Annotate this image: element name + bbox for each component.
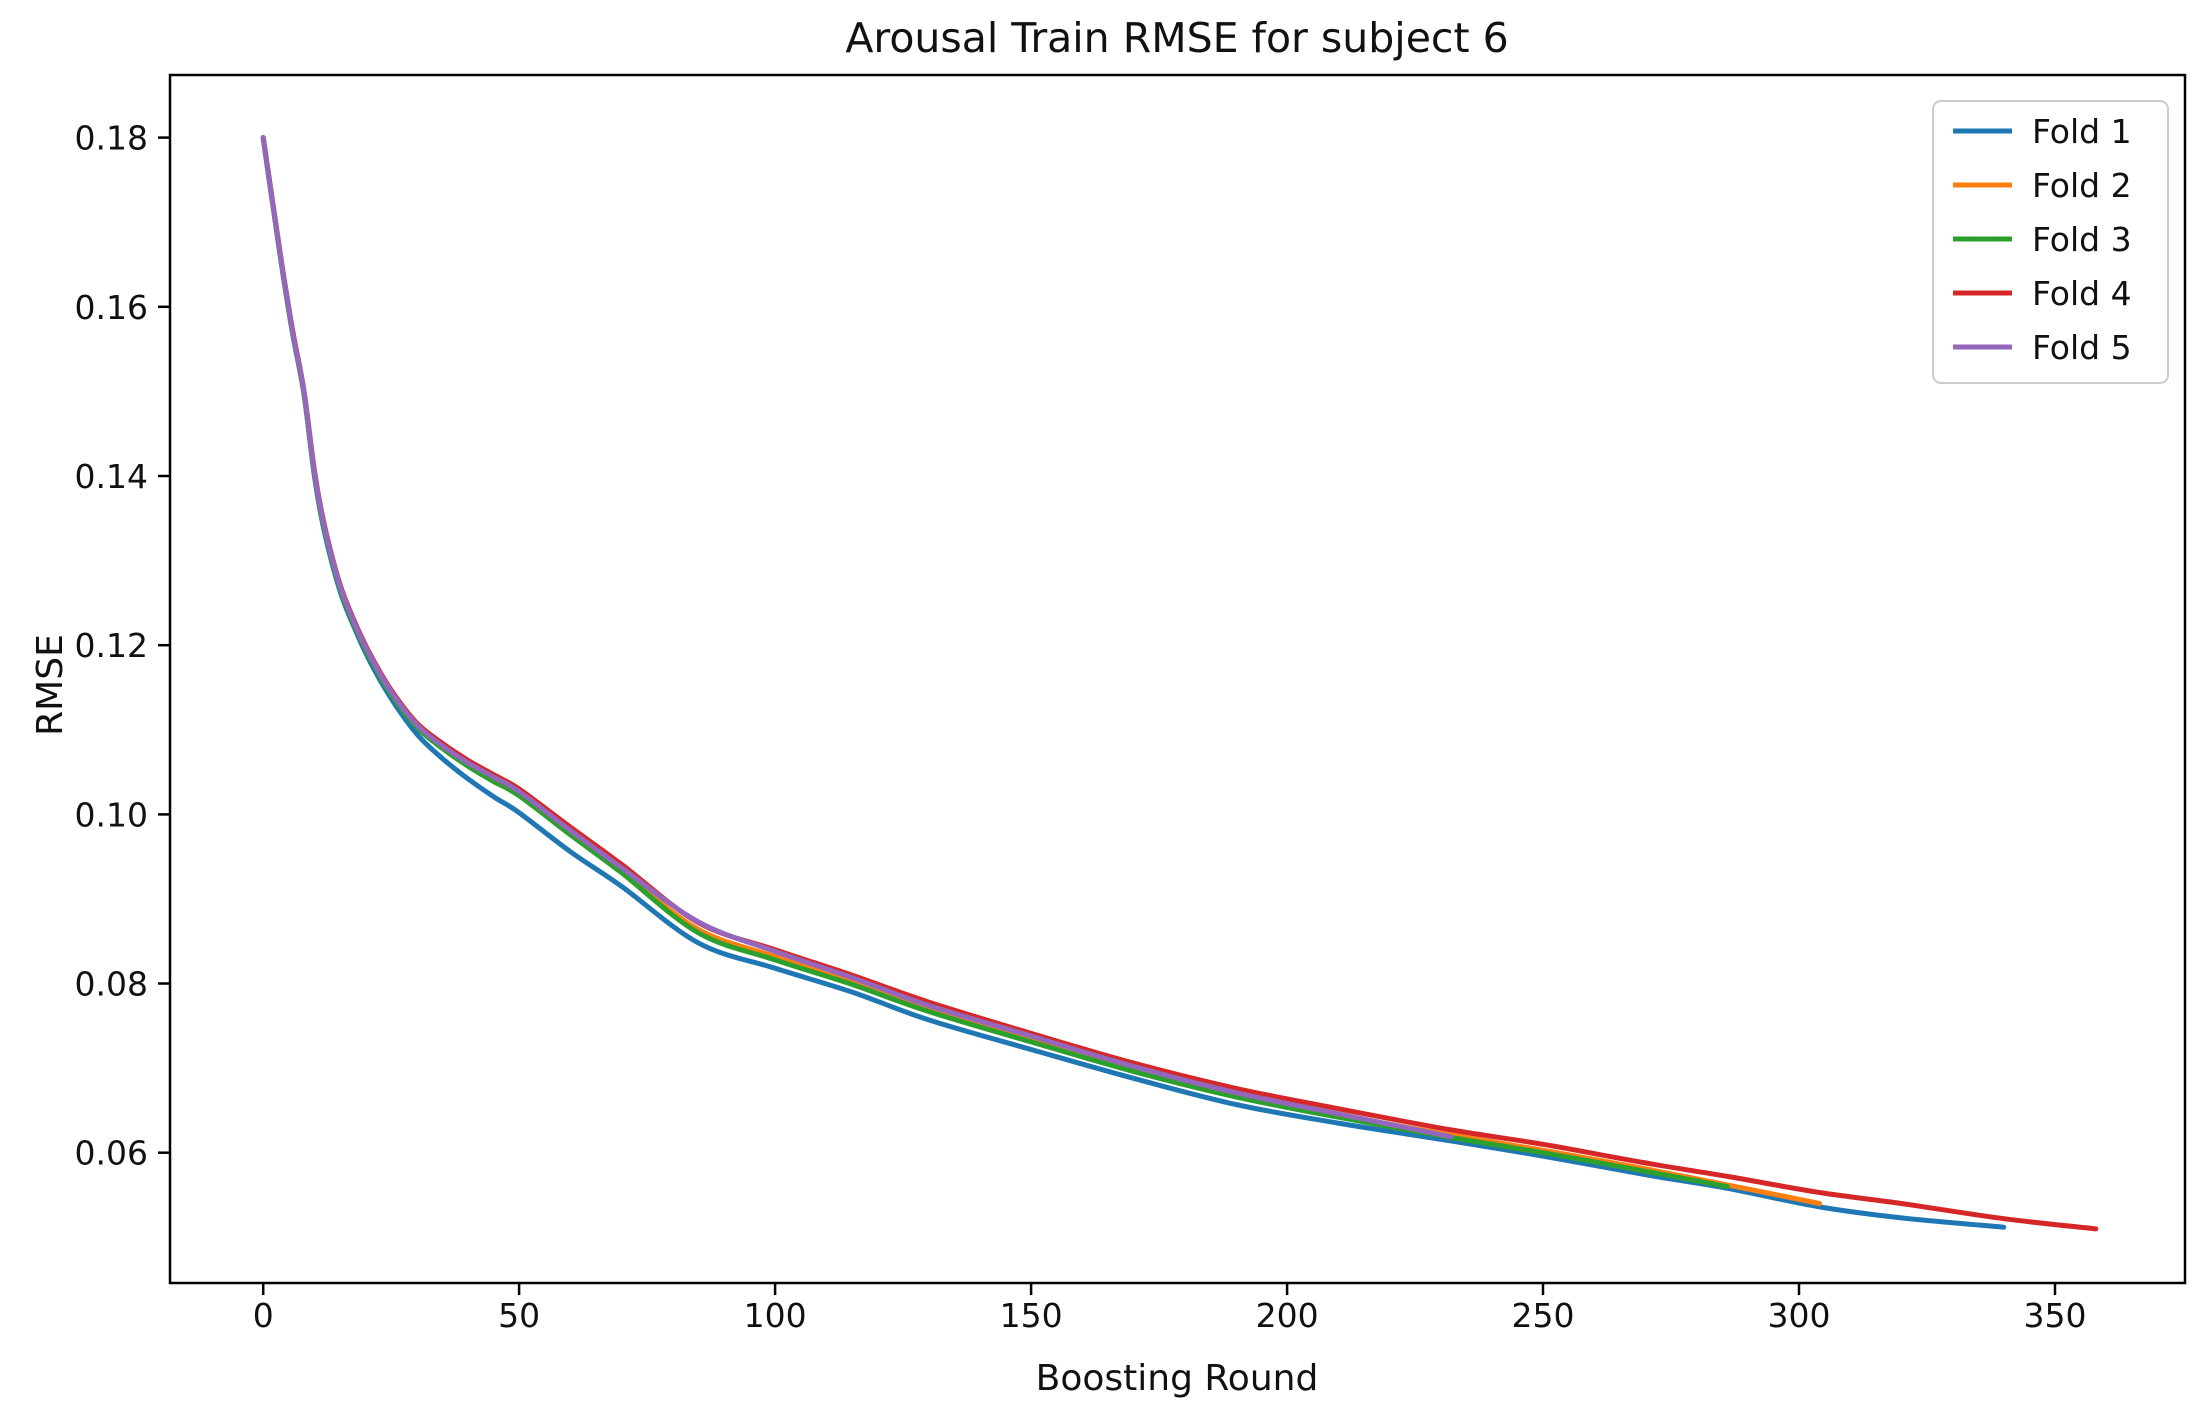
legend-entries: Fold 1 Fold 2 Fold 3 Fold 4 Fold 5 <box>1953 112 2132 367</box>
y-tick-label: 0.12 <box>75 626 148 665</box>
x-axis-ticks: 0 50 100 150 200 250 300 350 <box>253 1283 2087 1335</box>
series-line-fold-3 <box>260 135 1730 1190</box>
legend: Fold 1 Fold 2 Fold 3 Fold 4 Fold 5 <box>1932 100 2169 384</box>
y-tick-label: 0.14 <box>75 457 148 496</box>
legend-label-1: Fold 1 <box>2032 112 2132 151</box>
y-tick-label: 0.10 <box>75 795 148 834</box>
legend-frame <box>1932 100 2169 384</box>
series-line-fold-5 <box>260 135 1454 1140</box>
x-tick-label: 50 <box>498 1296 540 1335</box>
x-tick-label: 250 <box>1512 1296 1575 1335</box>
x-tick-label: 200 <box>1256 1296 1319 1335</box>
legend-label-4: Fold 4 <box>2032 274 2132 313</box>
series-lines <box>260 135 2099 1232</box>
legend-label-5: Fold 5 <box>2032 328 2132 367</box>
plot-frame <box>168 73 2187 1285</box>
y-tick-label: 0.18 <box>75 119 148 158</box>
legend-label-3: Fold 3 <box>2032 220 2132 259</box>
y-axis-ticks: 0.06 0.08 0.10 0.12 0.14 0.16 0.18 <box>75 119 170 1173</box>
series-line-fold-4 <box>260 135 2099 1232</box>
y-axis-label: RMSE <box>30 634 71 736</box>
x-tick-label: 150 <box>1000 1296 1063 1335</box>
y-tick-label: 0.16 <box>75 288 148 327</box>
y-tick-label: 0.06 <box>75 1134 148 1173</box>
chart-title: Arousal Train RMSE for subject 6 <box>845 14 1508 62</box>
legend-label-2: Fold 2 <box>2032 166 2132 205</box>
x-tick-label: 0 <box>253 1296 274 1335</box>
x-tick-label: 100 <box>744 1296 807 1335</box>
x-axis-label: Boosting Round <box>1036 1358 1319 1399</box>
x-tick-label: 350 <box>2024 1296 2087 1335</box>
y-tick-label: 0.08 <box>75 965 148 1004</box>
x-tick-label: 300 <box>1768 1296 1831 1335</box>
